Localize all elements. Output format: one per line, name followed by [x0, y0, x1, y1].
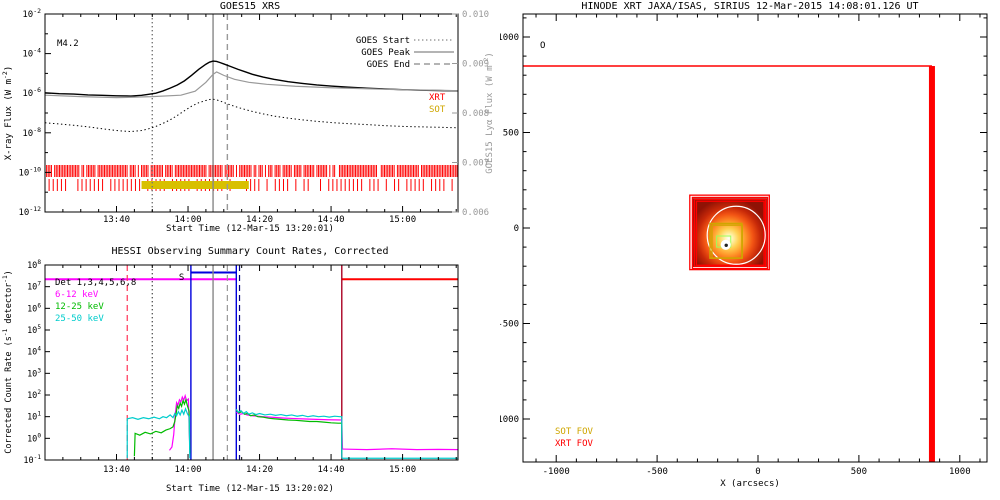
- xrt-fov-panel: -1000 -500 0 500 1000 -1000 -500 0 500 1000 O SOT F…: [500, 13, 988, 477]
- hessi-axes-box: [44, 264, 459, 461]
- svg-text:14:20: 14:20: [246, 215, 273, 225]
- svg-text:14:20: 14:20: [246, 465, 273, 475]
- xrt-x-axis-label: X (arcsecs): [720, 479, 780, 489]
- svg-text:GOES Peak: GOES Peak: [361, 48, 410, 58]
- hessi-count-rate-panel: 13:40 14:00 14:20 14:40 15:00 108 107 106 105 104…: [2, 259, 459, 475]
- xrt-solar-image: [689, 194, 770, 271]
- svg-text:0.007: 0.007: [462, 159, 489, 169]
- goes-x-axis-label: Start Time (12-Mar-15 13:20:01): [166, 224, 334, 234]
- svg-text:M4.2: M4.2: [57, 39, 79, 49]
- svg-text:1000: 1000: [949, 467, 971, 477]
- svg-text:15:00: 15:00: [389, 215, 416, 225]
- svg-text:X-ray Flux (W m-2): X-ray Flux (W m-2): [1, 66, 14, 161]
- svg-text:10-10: 10-10: [18, 165, 41, 178]
- goes-exposure-ticks: [46, 165, 458, 191]
- svg-text:6-12 keV: 6-12 keV: [55, 290, 99, 300]
- svg-text:0.010: 0.010: [462, 10, 489, 20]
- svg-text:XRT FOV: XRT FOV: [555, 439, 594, 449]
- hessi-x-axis-label: Start Time (12-Mar-15 13:20:02): [166, 484, 334, 494]
- svg-text:106: 106: [27, 302, 41, 314]
- goes-chart-title: GOES15 XRS: [219, 1, 281, 12]
- sot-exposure-bar: [141, 181, 249, 189]
- svg-text:102: 102: [27, 389, 41, 401]
- svg-text:SOT: SOT: [429, 105, 446, 115]
- svg-text:103: 103: [27, 367, 41, 379]
- svg-text:Det 1,3,4,5,6,8: Det 1,3,4,5,6,8: [55, 278, 136, 288]
- svg-text:O: O: [540, 41, 545, 51]
- svg-text:1000: 1000: [500, 33, 519, 43]
- goes-xrs-panel: 13:40 14:00 14:20 14:40 15:00 10-2 10-4 10-6 10-…: [1, 7, 495, 225]
- svg-text:-500: -500: [500, 320, 519, 330]
- xrt-fov-right-bar: [928, 66, 935, 463]
- svg-text:0.009: 0.009: [462, 60, 489, 70]
- svg-text:14:40: 14:40: [318, 465, 345, 475]
- svg-text:104: 104: [27, 346, 41, 358]
- svg-text:SOT FOV: SOT FOV: [555, 427, 594, 437]
- svg-text:105: 105: [27, 324, 41, 336]
- svg-text:101: 101: [27, 411, 41, 423]
- svg-text:GOES15 Lyα Flux (W m-2): GOES15 Lyα Flux (W m-2): [482, 52, 495, 174]
- goes-long-1-8A: [44, 60, 459, 97]
- sot-fov-box: [709, 222, 743, 259]
- svg-text:Corrected Count Rate (s-1 dete: Corrected Count Rate (s-1 detector-1): [2, 270, 14, 454]
- svg-text:0.006: 0.006: [462, 208, 489, 218]
- svg-text:10-6: 10-6: [22, 86, 41, 99]
- hessi-chart-title: HESSI Observing Summary Count Rates, Cor…: [111, 246, 389, 257]
- svg-text:25-50 keV: 25-50 keV: [55, 314, 104, 324]
- svg-text:107: 107: [27, 281, 41, 293]
- svg-text:10-8: 10-8: [22, 126, 41, 139]
- svg-text:13:40: 13:40: [103, 215, 130, 225]
- svg-text:14:00: 14:00: [174, 215, 201, 225]
- svg-text:-1000: -1000: [543, 467, 570, 477]
- svg-text:100: 100: [27, 432, 41, 444]
- svg-text:10-1: 10-1: [23, 454, 41, 466]
- svg-text:XRT: XRT: [429, 93, 446, 103]
- goes-short-05-4A: [44, 98, 459, 133]
- svg-text:500: 500: [851, 467, 867, 477]
- svg-text:10-12: 10-12: [18, 205, 41, 218]
- svg-text:GOES End: GOES End: [367, 60, 410, 70]
- svg-text:0: 0: [514, 224, 519, 234]
- svg-text:13:40: 13:40: [103, 465, 130, 475]
- svg-text:10-4: 10-4: [22, 47, 41, 60]
- svg-text:0: 0: [755, 467, 760, 477]
- svg-text:15:00: 15:00: [389, 465, 416, 475]
- svg-text:-1000: -1000: [500, 415, 519, 425]
- limb-circle: [706, 205, 766, 265]
- svg-text:500: 500: [503, 129, 519, 139]
- rate-12-25keV: [133, 397, 343, 457]
- svg-text:0.008: 0.008: [462, 109, 489, 119]
- svg-text:10-2: 10-2: [22, 7, 41, 20]
- xrt-axes-box: [522, 13, 988, 463]
- svg-text:GOES Start: GOES Start: [356, 36, 410, 46]
- xrt-chart-title: HINODE XRT JAXA/ISAS, SIRIUS 12-Mar-2015…: [581, 1, 919, 12]
- svg-text:14:00: 14:00: [174, 465, 201, 475]
- svg-text:12-25 keV: 12-25 keV: [55, 302, 104, 312]
- goes15-lyman-alpha: [44, 71, 459, 99]
- svg-text:14:40: 14:40: [318, 215, 345, 225]
- svg-text:-500: -500: [646, 467, 668, 477]
- svg-text:108: 108: [27, 259, 41, 271]
- svg-text:S: S: [179, 273, 184, 283]
- rate-25-50keV: [126, 407, 458, 459]
